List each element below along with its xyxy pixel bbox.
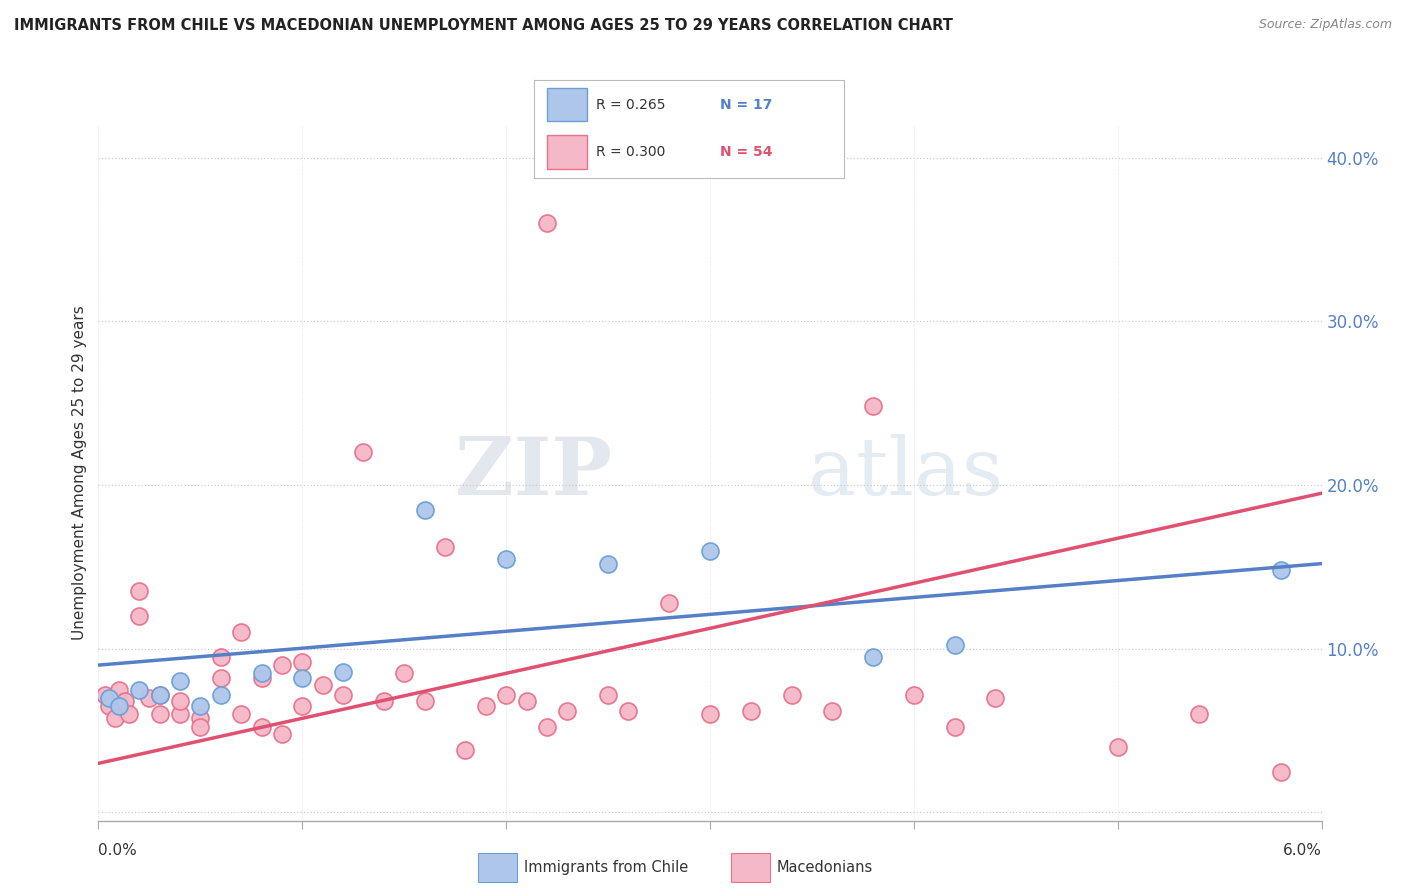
- Point: [454, 743, 477, 757]
- Point: [373, 694, 395, 708]
- Point: [188, 710, 212, 724]
- Point: [270, 658, 292, 673]
- Point: [209, 649, 232, 664]
- Point: [495, 551, 517, 566]
- Point: [169, 694, 191, 708]
- Text: N = 17: N = 17: [720, 98, 772, 112]
- Point: [943, 639, 966, 653]
- Text: 0.0%: 0.0%: [98, 843, 138, 858]
- Text: ZIP: ZIP: [456, 434, 612, 512]
- Bar: [478, 854, 517, 881]
- Point: [128, 609, 150, 624]
- Point: [413, 694, 436, 708]
- Point: [474, 699, 498, 714]
- Point: [128, 682, 150, 697]
- Text: N = 54: N = 54: [720, 145, 772, 159]
- Point: [862, 649, 884, 664]
- Point: [231, 707, 253, 722]
- Point: [108, 694, 131, 708]
- Point: [555, 704, 579, 718]
- Point: [821, 704, 844, 718]
- Point: [1270, 563, 1292, 577]
- Point: [536, 720, 558, 734]
- Point: [598, 688, 620, 702]
- Text: atlas: atlas: [808, 434, 1002, 512]
- Text: R = 0.265: R = 0.265: [596, 98, 665, 112]
- Point: [169, 707, 191, 722]
- Point: [1107, 739, 1129, 754]
- Point: [291, 699, 314, 714]
- Point: [516, 694, 538, 708]
- Point: [149, 707, 172, 722]
- Point: [780, 688, 803, 702]
- Text: Source: ZipAtlas.com: Source: ZipAtlas.com: [1258, 18, 1392, 31]
- Point: [392, 666, 416, 681]
- Point: [231, 625, 253, 640]
- Point: [332, 688, 354, 702]
- Point: [104, 710, 127, 724]
- Point: [291, 671, 314, 685]
- Point: [617, 704, 640, 718]
- Point: [862, 400, 884, 414]
- Point: [658, 596, 681, 610]
- Point: [699, 707, 721, 722]
- Point: [311, 678, 335, 692]
- Point: [291, 655, 314, 669]
- Text: IMMIGRANTS FROM CHILE VS MACEDONIAN UNEMPLOYMENT AMONG AGES 25 TO 29 YEARS CORRE: IMMIGRANTS FROM CHILE VS MACEDONIAN UNEM…: [14, 18, 953, 33]
- Point: [536, 216, 558, 230]
- Point: [1270, 764, 1292, 779]
- Point: [209, 688, 232, 702]
- Point: [352, 445, 374, 459]
- Point: [97, 699, 120, 714]
- Point: [740, 704, 762, 718]
- Point: [209, 671, 232, 685]
- Point: [943, 720, 966, 734]
- Text: Immigrants from Chile: Immigrants from Chile: [524, 860, 688, 875]
- Point: [118, 707, 141, 722]
- Bar: [547, 136, 586, 169]
- Point: [188, 699, 212, 714]
- Point: [114, 694, 136, 708]
- Point: [108, 699, 131, 714]
- Point: [188, 720, 212, 734]
- Point: [128, 584, 150, 599]
- Point: [699, 543, 721, 558]
- Point: [270, 727, 292, 741]
- Point: [169, 674, 191, 689]
- Y-axis label: Unemployment Among Ages 25 to 29 years: Unemployment Among Ages 25 to 29 years: [72, 305, 87, 640]
- Point: [149, 688, 172, 702]
- Point: [332, 665, 354, 679]
- Point: [598, 557, 620, 571]
- Point: [108, 682, 131, 697]
- Point: [250, 671, 273, 685]
- Point: [149, 688, 172, 702]
- Point: [433, 541, 456, 555]
- Text: Macedonians: Macedonians: [778, 860, 873, 875]
- Bar: [547, 88, 586, 121]
- Point: [495, 688, 517, 702]
- Point: [413, 502, 436, 516]
- Point: [138, 690, 160, 705]
- Point: [93, 688, 115, 702]
- Point: [984, 690, 1007, 705]
- Point: [903, 688, 925, 702]
- Point: [250, 666, 273, 681]
- Bar: [731, 854, 770, 881]
- Text: 6.0%: 6.0%: [1282, 843, 1322, 858]
- Text: R = 0.300: R = 0.300: [596, 145, 665, 159]
- Point: [250, 720, 273, 734]
- Point: [97, 690, 120, 705]
- Point: [1188, 707, 1211, 722]
